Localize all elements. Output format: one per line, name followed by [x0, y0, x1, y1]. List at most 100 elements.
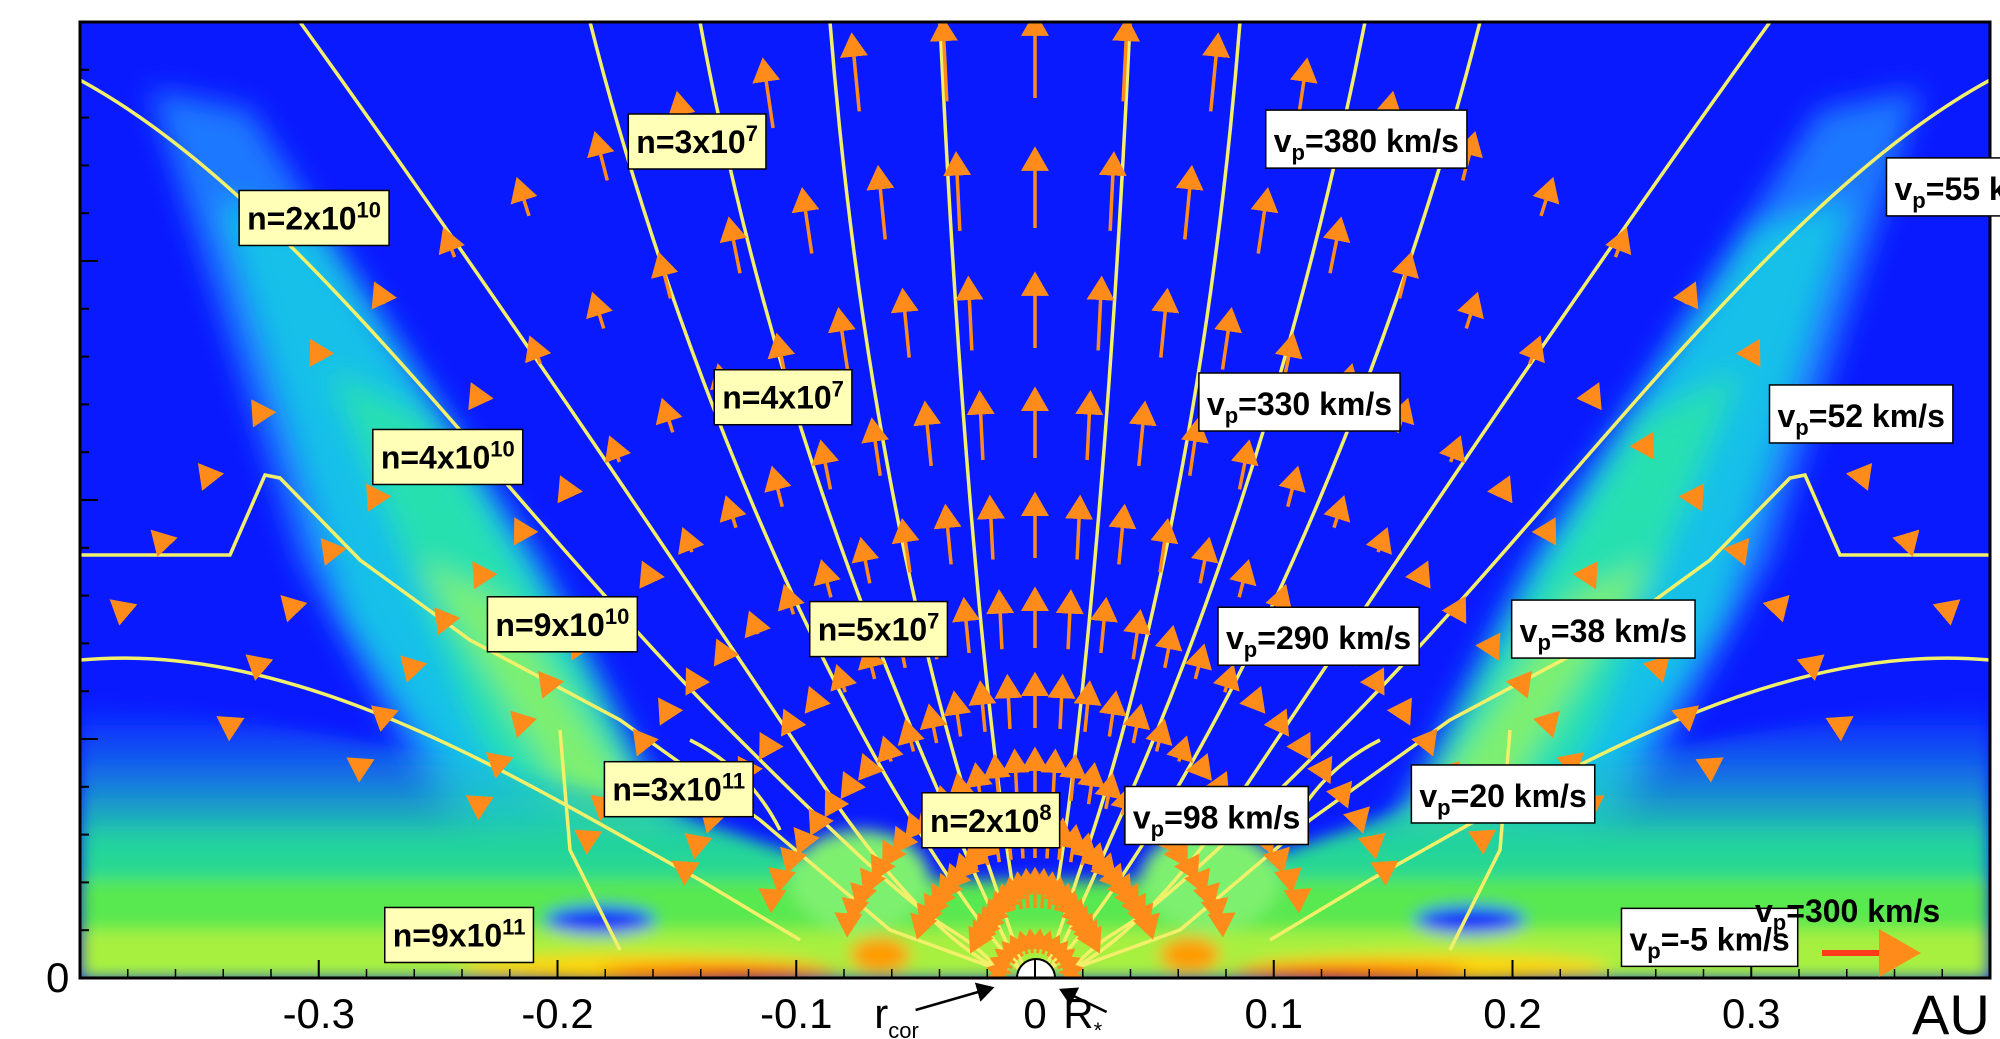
velocity-arrow	[1605, 227, 1632, 258]
velocity-label-box	[1885, 157, 2000, 217]
velocity-arrow	[1180, 417, 1209, 476]
velocity-arrow	[604, 435, 632, 464]
velocity-label: vp=290 km/s	[1217, 606, 1420, 666]
x-axis: -0.3 -0.2 -0.1 0 0.1 0.2 0.3	[127, 960, 1943, 1037]
velocity-arrow	[890, 287, 919, 358]
velocity-label: vp=20 km/s	[1410, 764, 1596, 824]
velocity-arrow	[472, 561, 498, 590]
x-tick-label: -0.3	[283, 990, 355, 1037]
density-label-box	[713, 368, 853, 426]
rstar-pointer	[1059, 987, 1108, 1014]
velocity-label: vp=-5 km/s	[1620, 907, 1799, 968]
velocity-arrow	[639, 560, 665, 589]
velocity-arrow	[1735, 338, 1761, 368]
velocity-arrow	[1047, 673, 1076, 730]
velocity-arrow	[1438, 435, 1466, 464]
velocity-arrow	[1370, 860, 1399, 886]
velocity-arrow	[346, 757, 375, 783]
velocity-arrow	[968, 680, 997, 732]
velocity-arrow	[923, 892, 950, 921]
rcor-pointer	[915, 982, 995, 1012]
velocity-arrow	[1342, 806, 1370, 834]
velocity-arrow	[1278, 465, 1306, 508]
velocity-arrow	[1467, 829, 1496, 855]
velocity-arrow	[438, 227, 465, 258]
x-tick-label: 0.1	[1245, 990, 1303, 1037]
x-tick-label: 0.2	[1483, 990, 1541, 1037]
velocity-arrow	[309, 338, 335, 368]
velocity-arrow	[671, 860, 700, 886]
density-label-box	[627, 113, 767, 170]
svg-text:vp=55 km/s: vp=55 km/s	[1895, 171, 2000, 213]
x-tick-label: -0.2	[521, 990, 593, 1037]
velocity-arrow	[1518, 335, 1545, 365]
velocity-arrow	[897, 718, 925, 752]
velocity-arrow	[1058, 824, 1087, 863]
velocity-label: vp=52 km/s	[1768, 384, 1954, 444]
velocity-arrow	[1365, 526, 1392, 555]
velocity-arrow	[1455, 131, 1483, 181]
velocity-arrow	[840, 771, 867, 800]
density-label: n=5x107	[808, 600, 949, 658]
velocity-arrow	[1174, 853, 1200, 882]
velocity-arrow	[1505, 670, 1532, 699]
velocity-arrow	[1077, 762, 1106, 805]
velocity-arrow	[1678, 483, 1704, 512]
velocity-arrow	[1671, 705, 1700, 732]
velocity-arrow	[434, 607, 461, 636]
svg-text:n=9x1011: n=9x1011	[393, 914, 526, 953]
velocity-arrow	[916, 902, 943, 931]
velocity-arrow	[468, 382, 494, 411]
velocity-arrow	[658, 697, 684, 726]
velocity-arrow	[678, 526, 705, 555]
velocity-arrow	[1326, 780, 1353, 809]
velocity-arrow	[1001, 748, 1030, 799]
velocity-arrow	[510, 176, 538, 217]
x-tick-label: 0	[1023, 990, 1046, 1037]
velocity-arrow	[882, 839, 907, 868]
velocity-arrow	[1892, 529, 1920, 558]
velocity-arrow	[651, 251, 679, 299]
velocity-arrow	[1202, 32, 1230, 112]
velocity-arrow	[590, 794, 619, 822]
x-tick-label: -0.1	[760, 990, 832, 1037]
velocity-arrow	[1203, 771, 1230, 800]
velocity-arrow	[1531, 517, 1557, 546]
density-label-box	[921, 792, 1061, 849]
velocity-arrow	[1391, 251, 1419, 299]
velocity-arrow	[485, 752, 514, 779]
velocity-arrow	[1190, 536, 1219, 584]
velocity-arrow	[1122, 703, 1151, 744]
velocity-arrow	[919, 703, 948, 744]
velocity-arrow	[955, 275, 984, 351]
velocity-arrow	[1262, 846, 1290, 875]
velocity-arrow	[719, 495, 747, 529]
density-label: n=2x108	[921, 792, 1061, 849]
velocity-arrow	[1075, 390, 1104, 461]
velocity-arrow	[1120, 892, 1147, 921]
velocity-arrow	[538, 670, 565, 699]
velocity-arrow	[1090, 596, 1118, 654]
velocity-arrow	[400, 655, 428, 683]
velocity-arrow	[1114, 882, 1139, 912]
velocity-label: vp=38 km/s	[1510, 599, 1696, 659]
velocity-arrow	[986, 589, 1015, 650]
velocity-arrow	[841, 896, 870, 924]
contour-line	[80, 473, 1001, 972]
velocity-arrow	[1230, 439, 1259, 490]
velocity-label-box	[1265, 109, 1468, 169]
contour-line	[1043, 22, 1242, 971]
velocity-arrow	[943, 690, 972, 737]
contour-line	[80, 656, 801, 942]
velocity-arrow	[1475, 632, 1501, 661]
x-axis-unit-label: AU	[1912, 983, 1990, 1039]
velocity-arrow	[1532, 710, 1560, 739]
velocity-arrow	[1487, 475, 1513, 504]
velocity-arrow	[1762, 594, 1790, 623]
velocity-arrow	[1112, 22, 1141, 102]
velocity-arrow	[1046, 817, 1075, 860]
reference-arrow-label: vp=300 km/s	[1755, 893, 1940, 935]
density-label-box	[238, 189, 390, 247]
velocity-arrow	[966, 390, 995, 461]
svg-text:vp=52 km/s: vp=52 km/s	[1778, 398, 1945, 440]
